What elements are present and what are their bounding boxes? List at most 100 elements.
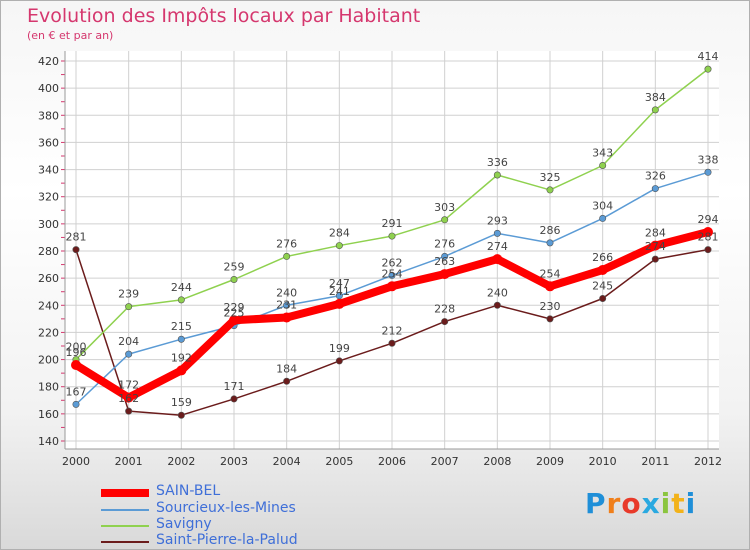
data-point-sain-bel <box>492 254 503 265</box>
data-label-savigny: 291 <box>382 217 403 230</box>
data-point-sain-bel <box>281 312 292 323</box>
data-point-sain-bel <box>229 315 239 326</box>
data-label-sain-bel: 192 <box>171 351 192 364</box>
x-tick-label: 2012 <box>694 455 722 468</box>
data-point-saint-pierre-la-palud <box>177 411 185 419</box>
data-label-savigny: 284 <box>329 227 350 240</box>
data-label-savigny: 239 <box>118 288 139 301</box>
data-label-sourcieux-les-mines: 286 <box>540 224 561 237</box>
data-point-sourcieux-les-mines <box>388 271 396 279</box>
data-point-savigny <box>546 186 554 194</box>
data-label-saint-pierre-la-palud: 281 <box>698 231 719 244</box>
y-tick-label: 300 <box>38 218 59 231</box>
data-point-savigny <box>599 162 607 170</box>
data-point-saint-pierre-la-palud <box>283 377 291 385</box>
data-point-sain-bel <box>650 240 661 251</box>
data-point-saint-pierre-la-palud <box>125 407 133 415</box>
data-label-sourcieux-les-mines: 215 <box>171 320 192 333</box>
data-label-sain-bel: 231 <box>276 299 297 312</box>
data-label-sain-bel: 284 <box>645 227 666 240</box>
data-label-sain-bel: 241 <box>329 285 350 298</box>
logo-letter: o <box>621 487 642 520</box>
data-point-savigny <box>283 252 291 260</box>
y-tick-label: 200 <box>38 354 59 367</box>
logo-letter: x <box>641 487 661 520</box>
data-label-savigny: 259 <box>224 261 245 274</box>
data-label-saint-pierre-la-palud: 274 <box>645 240 666 253</box>
data-label-savigny: 336 <box>487 156 508 169</box>
data-label-saint-pierre-la-palud: 162 <box>118 392 139 405</box>
logo-letter: i <box>660 487 672 520</box>
legend-label-sain-bel: SAIN-BEL <box>156 483 221 499</box>
data-point-saint-pierre-la-palud <box>599 294 607 302</box>
data-label-saint-pierre-la-palud: 199 <box>329 342 350 355</box>
x-tick-label: 2004 <box>273 455 301 468</box>
data-label-sain-bel: 263 <box>434 255 455 268</box>
x-tick-label: 2001 <box>115 455 143 468</box>
data-point-sain-bel <box>703 227 713 237</box>
data-label-sain-bel: 294 <box>698 213 719 226</box>
data-label-sourcieux-les-mines: 326 <box>645 170 666 183</box>
y-tick-label: 400 <box>38 82 59 95</box>
data-point-savigny <box>230 275 238 283</box>
data-point-saint-pierre-la-palud <box>72 246 80 254</box>
data-point-sourcieux-les-mines <box>546 239 554 247</box>
data-point-sourcieux-les-mines <box>493 229 501 237</box>
data-point-sain-bel <box>439 269 450 280</box>
legend-label-savigny: Savigny <box>156 516 212 532</box>
data-label-saint-pierre-la-palud: 245 <box>592 280 613 293</box>
data-point-savigny <box>651 106 659 114</box>
data-label-savigny: 384 <box>645 91 666 104</box>
legend-label-sourcieux-les-mines: Sourcieux-les-Mines <box>156 500 296 516</box>
data-label-sourcieux-les-mines: 167 <box>66 385 87 398</box>
data-label-sourcieux-les-mines: 276 <box>434 237 455 250</box>
y-tick-label: 140 <box>38 435 59 448</box>
x-tick-label: 2009 <box>536 455 564 468</box>
data-label-sain-bel: 229 <box>224 301 245 314</box>
data-point-savigny <box>493 171 501 179</box>
data-point-saint-pierre-la-palud <box>651 255 659 263</box>
data-label-sain-bel: 254 <box>382 267 403 280</box>
legend-item-savigny: Savigny <box>101 516 341 534</box>
data-label-saint-pierre-la-palud: 228 <box>434 303 455 316</box>
y-tick-label: 320 <box>38 191 59 204</box>
x-tick-label: 2007 <box>431 455 459 468</box>
data-point-savigny <box>441 216 449 224</box>
y-tick-label: 380 <box>38 109 59 122</box>
data-label-saint-pierre-la-palud: 240 <box>487 286 508 299</box>
data-point-sourcieux-les-mines <box>72 400 80 408</box>
data-label-sourcieux-les-mines: 338 <box>698 153 719 166</box>
legend-swatch-saint-pierre-la-palud <box>101 541 149 543</box>
data-point-sain-bel <box>71 360 81 370</box>
y-tick-label: 420 <box>38 55 59 68</box>
chart-subtitle: (en € et par an) <box>27 29 114 42</box>
chart-title: Evolution des Impôts locaux par Habitant <box>27 5 421 27</box>
x-tick-label: 2005 <box>325 455 353 468</box>
x-tick-label: 2002 <box>167 455 195 468</box>
data-point-sourcieux-les-mines <box>704 168 712 176</box>
x-tick-label: 2006 <box>378 455 406 468</box>
data-label-savigny: 276 <box>276 237 297 250</box>
y-tick-label: 340 <box>38 164 59 177</box>
y-tick-label: 260 <box>38 272 59 285</box>
data-label-sourcieux-les-mines: 262 <box>382 256 403 269</box>
data-point-sain-bel <box>123 392 134 403</box>
data-label-saint-pierre-la-palud: 171 <box>224 380 245 393</box>
data-point-sourcieux-les-mines <box>599 214 607 222</box>
x-tick-label: 2003 <box>220 455 248 468</box>
x-tick-label: 2000 <box>62 455 90 468</box>
data-label-savigny: 343 <box>592 147 613 160</box>
y-tick-label: 240 <box>38 299 59 312</box>
y-tick-label: 280 <box>38 245 59 258</box>
data-label-savigny: 244 <box>171 281 192 294</box>
data-label-sourcieux-les-mines: 240 <box>276 286 297 299</box>
data-point-saint-pierre-la-palud <box>230 395 238 403</box>
data-point-sain-bel <box>334 298 345 309</box>
data-label-sain-bel: 266 <box>592 251 613 264</box>
legend-item-sourcieux-les-mines: Sourcieux-les-Mines <box>101 500 341 518</box>
x-tick-label: 2011 <box>641 455 669 468</box>
data-label-saint-pierre-la-palud: 281 <box>66 231 87 244</box>
data-label-sourcieux-les-mines: 225 <box>224 307 245 320</box>
data-point-sourcieux-les-mines <box>177 335 185 343</box>
